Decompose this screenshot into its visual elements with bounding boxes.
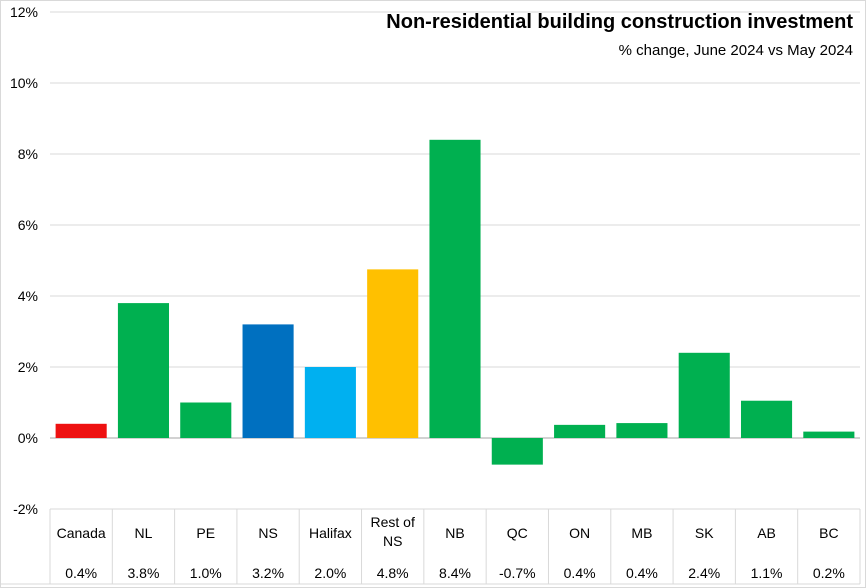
category-label: Halifax (309, 525, 352, 541)
y-tick-label: 8% (18, 146, 38, 162)
y-tick-label: -2% (13, 501, 38, 517)
category-label: QC (507, 525, 528, 541)
y-tick-label: 4% (18, 288, 38, 304)
category-label: NL (135, 525, 153, 541)
value-label: 2.4% (688, 565, 720, 581)
y-tick-label: 0% (18, 430, 38, 446)
value-label: 0.4% (626, 565, 658, 581)
bar-sk (678, 352, 730, 438)
bar-nl (117, 303, 170, 438)
category-label: AB (757, 525, 776, 541)
value-label: 2.0% (314, 565, 346, 581)
chart-title: Non-residential building construction in… (386, 11, 853, 33)
y-tick-label: 10% (10, 75, 38, 91)
bar-rest-of-ns (367, 269, 419, 438)
category-label: MB (631, 525, 652, 541)
chart-subtitle: % change, June 2024 vs May 2024 (619, 42, 853, 59)
bar-ab (740, 400, 793, 438)
bar-pe (180, 402, 232, 438)
y-tick-label: 6% (18, 217, 38, 233)
category-label: NB (445, 525, 464, 541)
y-tick-label: 12% (10, 4, 38, 20)
value-label: 1.0% (190, 565, 222, 581)
bar-mb (616, 423, 668, 438)
y-tick-label: 2% (18, 359, 38, 375)
bar-on (554, 424, 606, 438)
y-axis-ticks: -2% 0% 2% 4% 6% 8% 10% 12% (10, 4, 38, 517)
category-label: ON (569, 525, 590, 541)
category-label: SK (695, 525, 714, 541)
category-label: Canada (57, 525, 106, 541)
bar-nb (429, 139, 481, 439)
category-label: Rest of NS (371, 514, 415, 549)
category-table: Canada 0.4% NL 3.8% PE 1.0% NS 3.2% Halifax 2.0% R… (0, 509, 861, 585)
category-label: PE (196, 525, 215, 541)
bar-ns (242, 324, 294, 438)
category-label: BC (819, 525, 838, 541)
value-label: 0.4% (564, 565, 596, 581)
bar-qc (491, 438, 543, 465)
bar-bc (803, 431, 855, 438)
value-label: 0.2% (813, 565, 845, 581)
bars (55, 139, 855, 465)
bar-halifax (304, 367, 356, 438)
value-label: 4.8% (377, 565, 409, 581)
value-label: 0.4% (65, 565, 97, 581)
value-label: -0.7% (499, 565, 536, 581)
bar-canada (55, 423, 107, 438)
value-label: 3.8% (128, 565, 160, 581)
category-label: NS (258, 525, 277, 541)
value-label: 1.1% (751, 565, 783, 581)
value-label: 8.4% (439, 565, 471, 581)
value-label: 3.2% (252, 565, 284, 581)
